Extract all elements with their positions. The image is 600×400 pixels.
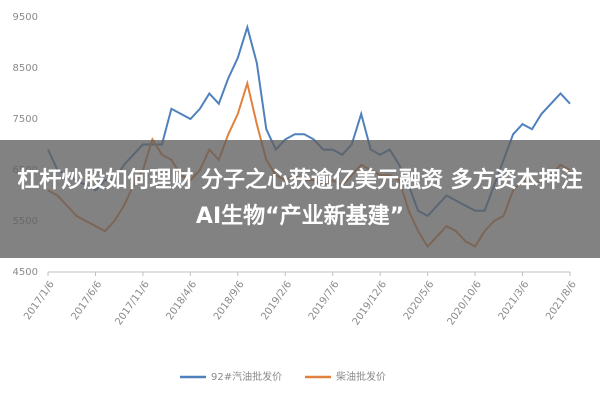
x-tick-label: 2019/12/6	[351, 279, 389, 327]
y-tick-label: 7500	[13, 114, 38, 125]
legend-label: 柴油批发价	[336, 370, 386, 383]
x-tick-label: 2017/11/6	[113, 279, 151, 327]
x-tick-label: 2021/8/6	[544, 279, 579, 322]
x-tick-label: 2020/5/6	[402, 279, 437, 322]
y-tick-label: 4500	[13, 267, 38, 278]
x-tick-label: 2020/10/6	[446, 279, 484, 327]
x-tick-label: 2017/6/6	[70, 279, 105, 322]
legend-label: 92#汽油批发价	[211, 370, 282, 383]
y-tick-label: 8500	[13, 63, 38, 74]
x-tick-label: 2019/2/6	[259, 279, 294, 322]
y-tick-label: 9500	[13, 12, 38, 23]
x-tick-label: 2021/3/6	[497, 279, 532, 322]
headline-banner: 杠杆炒股如何理财 分子之心获逾亿美元融资 多方资本押注AI生物“产业新基建”	[0, 140, 600, 258]
x-tick-label: 2019/7/6	[307, 279, 342, 322]
x-tick-label: 2018/9/6	[212, 279, 247, 322]
headline: 杠杆炒股如何理财 分子之心获逾亿美元融资 多方资本押注AI生物“产业新基建”	[17, 168, 583, 229]
x-tick-label: 2017/1/6	[22, 279, 57, 322]
x-tick-label: 2018/4/6	[165, 279, 200, 322]
